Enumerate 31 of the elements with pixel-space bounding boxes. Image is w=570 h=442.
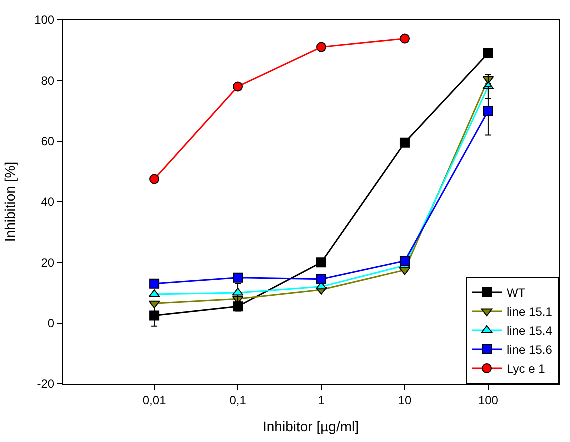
point (233, 272, 244, 283)
y-tick-label: -20 (37, 377, 55, 392)
legend-label: line 15.4 (507, 324, 553, 338)
legend-label: WT (507, 286, 526, 300)
legend-label: line 15.1 (507, 305, 553, 320)
point (233, 82, 244, 92)
legend-label: line 15.6 (507, 343, 553, 358)
x-tick-label: 10 (398, 393, 412, 408)
point (150, 174, 160, 184)
point (400, 34, 410, 44)
x-axis-title: Inhibitor [µg/ml] (263, 418, 359, 435)
y-tick-label: 40 (41, 195, 55, 210)
point (150, 278, 160, 289)
y-tick-label: 80 (41, 74, 55, 88)
point (316, 258, 327, 268)
y-axis-title: Inhibition [%] (2, 162, 18, 242)
point (316, 42, 327, 52)
y-tick-label: 20 (41, 256, 55, 270)
point (483, 106, 494, 116)
legend-label: Lyc e 1 (507, 362, 546, 376)
x-tick-label: 0,01 (142, 393, 167, 408)
point (150, 310, 160, 321)
point (400, 138, 410, 148)
x-tick-label: 0,1 (230, 393, 247, 408)
y-tick-label: 0 (48, 316, 55, 331)
y-tick-label: 60 (41, 134, 55, 149)
point (400, 256, 410, 266)
point (148, 300, 160, 309)
x-tick-label: 1 (318, 393, 326, 408)
x-tick-label: 100 (478, 393, 499, 408)
y-tick-label: 100 (34, 13, 55, 28)
